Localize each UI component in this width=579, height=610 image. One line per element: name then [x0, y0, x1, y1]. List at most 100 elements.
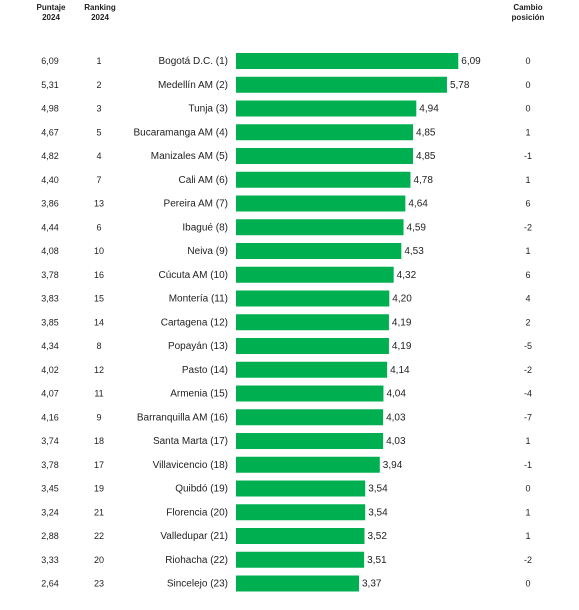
bar-value-label: 4,94	[419, 104, 439, 115]
city-category-label: Santa Marta (17)	[153, 436, 228, 447]
position-change-value: 0	[525, 484, 530, 494]
position-change-value: 6	[525, 270, 530, 280]
city-category-label: Valledupar (21)	[160, 531, 228, 542]
score-2024-value: 3,45	[41, 484, 59, 494]
score-2024-header: Puntaje 2024	[34, 3, 68, 23]
score-2024-value: 5,31	[41, 80, 59, 90]
bar-value-label: 4,85	[416, 127, 436, 138]
position-change-value: -1	[524, 151, 532, 161]
ranking-2024-value: 7	[96, 175, 101, 185]
ranking-2024-value: 20	[94, 555, 104, 565]
score-2024-value: 3,24	[41, 507, 59, 517]
score-2024-value: 3,78	[41, 460, 59, 470]
ranking-2024-value: 18	[94, 436, 104, 446]
change-header-sub: posición	[511, 13, 545, 22]
position-change-value: -2	[524, 222, 532, 232]
position-change-value: 1	[525, 175, 530, 185]
bar	[236, 195, 406, 212]
bar-value-label: 3,94	[383, 460, 403, 471]
bar-value-label: 4,04	[386, 389, 406, 400]
bar	[236, 290, 390, 307]
position-change-value: 1	[525, 507, 530, 517]
city-category-label: Tunja (3)	[188, 104, 228, 115]
city-category-label: Sincelejo (23)	[167, 579, 228, 590]
bar	[236, 409, 384, 426]
score-header-year: 2024	[42, 13, 60, 22]
ranking-2024-value: 3	[96, 104, 101, 114]
city-category-label: Manizales AM (5)	[151, 151, 228, 162]
ranking-2024-value: 17	[94, 460, 104, 470]
bar	[236, 528, 365, 544]
position-change-value: 0	[525, 104, 530, 114]
bar-value-label: 6,09	[461, 56, 481, 67]
ranking-header-label: Ranking	[84, 3, 116, 12]
position-change-value: -2	[524, 365, 532, 375]
city-category-label: Cúcuta AM (10)	[159, 270, 228, 281]
ranking-2024-value: 9	[96, 412, 101, 422]
score-2024-value: 4,02	[41, 365, 59, 375]
ranking-2024-value: 6	[96, 222, 101, 232]
bar-value-label: 4,32	[397, 270, 417, 281]
position-change-value: -4	[524, 389, 532, 399]
position-change-value: -1	[524, 460, 532, 470]
position-change-value: -7	[524, 412, 532, 422]
position-change-value: 6	[525, 199, 530, 209]
bar-value-label: 3,52	[367, 531, 387, 542]
ranking-2024-value: 8	[96, 341, 101, 351]
ranking-2024-value: 21	[94, 507, 104, 517]
position-change-value: 0	[525, 80, 530, 90]
bar	[236, 551, 365, 568]
city-category-label: Pereira AM (7)	[164, 199, 228, 210]
score-2024-value: 4,40	[41, 175, 59, 185]
bar-value-label: 3,51	[367, 555, 387, 566]
score-2024-value: 4,67	[41, 127, 59, 137]
city-category-label: Cali AM (6)	[179, 175, 228, 186]
ranking-2024-value: 2	[96, 80, 101, 90]
city-category-label: Cartagena (12)	[161, 317, 228, 328]
score-2024-value: 3,74	[41, 436, 59, 446]
bar-value-label: 4,64	[408, 199, 428, 210]
position-change-header: Cambio posición	[506, 3, 550, 23]
position-change-value: 2	[525, 317, 530, 327]
bar	[236, 314, 389, 331]
city-category-label: Neiva (9)	[187, 246, 228, 257]
bar	[236, 219, 404, 236]
position-change-value: 0	[525, 56, 530, 66]
bar	[236, 456, 380, 473]
city-category-label: Riohacha (22)	[165, 555, 228, 566]
bar-value-label: 4,78	[413, 175, 433, 186]
ranking-2024-value: 13	[94, 199, 104, 209]
position-change-value: 1	[525, 531, 530, 541]
position-change-value: 1	[525, 246, 530, 256]
score-2024-value: 2,88	[41, 531, 59, 541]
ranking-2024-value: 4	[96, 151, 101, 161]
score-2024-value: 4,98	[41, 104, 59, 114]
bar	[236, 504, 366, 521]
city-category-label: Pasto (14)	[182, 365, 228, 376]
bar-value-label: 3,54	[368, 507, 388, 518]
city-category-label: Popayán (13)	[168, 341, 228, 352]
bar	[236, 433, 384, 449]
score-2024-value: 4,16	[41, 412, 59, 422]
score-2024-value: 3,83	[41, 294, 59, 304]
bar	[236, 385, 384, 402]
score-2024-value: 4,08	[41, 246, 59, 256]
ranking-2024-header: Ranking 2024	[84, 3, 116, 23]
ranking-2024-value: 1	[96, 56, 101, 66]
score-header-label: Puntaje	[36, 3, 66, 12]
bar-value-label: 4,03	[386, 436, 406, 447]
score-2024-value: 4,34	[41, 341, 59, 351]
bar	[236, 480, 366, 497]
score-2024-value: 4,44	[41, 222, 59, 232]
ranking-header-year: 2024	[91, 13, 109, 22]
bar	[236, 338, 389, 354]
bar	[236, 124, 414, 141]
bar-value-label: 4,20	[392, 294, 412, 305]
bar-value-label: 4,53	[404, 246, 424, 257]
bar	[236, 100, 417, 117]
ranking-2024-value: 16	[94, 270, 104, 280]
position-change-value: 4	[525, 294, 530, 304]
bar-value-label: 5,78	[450, 80, 470, 91]
bar-value-label: 3,54	[368, 484, 388, 495]
